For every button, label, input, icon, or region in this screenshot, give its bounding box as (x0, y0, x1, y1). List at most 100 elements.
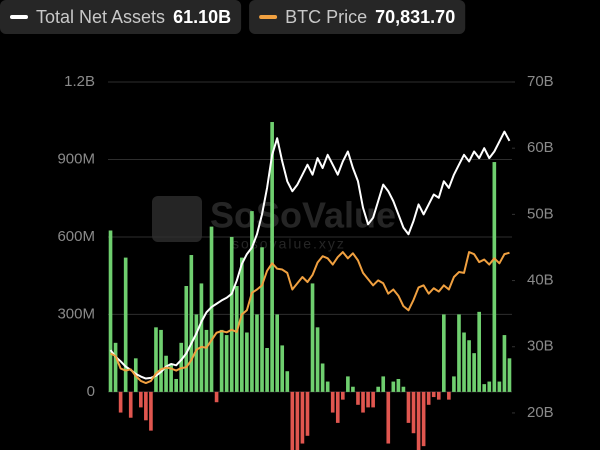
bar (204, 329, 209, 392)
bar (305, 391, 310, 436)
bar (391, 381, 396, 392)
bar (270, 122, 274, 392)
bar (507, 358, 512, 392)
bar (310, 283, 315, 392)
watermark-text: SoSoValue (210, 195, 396, 236)
bar (406, 391, 411, 423)
bar (250, 211, 254, 392)
y2-tick-label: 70B (527, 73, 554, 90)
legend-value: 61.10B (173, 7, 231, 27)
bar (234, 286, 239, 392)
bar (472, 353, 476, 392)
bar (295, 391, 300, 450)
bar (381, 376, 386, 392)
bar (452, 376, 456, 392)
bar (492, 162, 497, 392)
bar (245, 332, 249, 392)
bar (118, 391, 123, 413)
bar (351, 386, 355, 392)
watermark-logo (152, 196, 202, 242)
bar (139, 391, 143, 408)
bar (346, 376, 350, 392)
bar (194, 314, 199, 392)
bar (421, 391, 426, 447)
watermark: SoSoValue sosovalue.xyz (152, 195, 396, 252)
y-tick-label: 600M (57, 228, 95, 245)
bar (290, 391, 295, 450)
bar (416, 391, 421, 450)
watermark-subtext: sosovalue.xyz (232, 236, 346, 252)
bar (240, 257, 244, 392)
line (109, 130, 511, 380)
bar (149, 391, 153, 431)
legend-name: BTC Price (285, 7, 367, 27)
bar (497, 381, 502, 392)
bar (477, 311, 481, 392)
bar (229, 236, 234, 392)
bar (209, 226, 214, 392)
y2-tick-label: 30B (527, 338, 554, 355)
y-tick-label: 0 (87, 383, 95, 400)
line (110, 251, 510, 385)
bar (431, 391, 436, 398)
bar (396, 378, 401, 392)
bar (502, 335, 507, 392)
bar (447, 391, 451, 400)
y2-tick-label: 60B (527, 139, 554, 156)
bar (174, 378, 178, 392)
bar (386, 391, 391, 444)
bar (426, 391, 431, 405)
legend: Total Net Assets 61.10B BTC Price 70,831.70 (0, 0, 466, 34)
legend-name: Total Net Assets (36, 7, 165, 27)
bar (325, 381, 330, 392)
y2-tick-label: 50B (527, 205, 554, 222)
bar (320, 363, 325, 392)
bar (184, 286, 189, 392)
bar (164, 355, 168, 392)
bar (260, 247, 264, 392)
bar (366, 391, 370, 408)
y-tick-label: 300M (57, 305, 95, 322)
bar (128, 391, 133, 418)
bar (219, 329, 224, 392)
bar (113, 342, 118, 392)
bar (108, 230, 113, 392)
bar (275, 314, 279, 392)
bar (442, 314, 446, 392)
bar (224, 335, 229, 392)
bar (401, 386, 406, 392)
bar (169, 363, 173, 392)
bar (159, 329, 163, 392)
bar (436, 391, 441, 400)
bar (487, 381, 492, 392)
y-tick-label: 1.2B (64, 73, 95, 90)
bar (356, 391, 360, 405)
legend-box (249, 0, 466, 34)
legend-value: 70,831.70 (375, 7, 455, 27)
bar (280, 345, 285, 392)
bar (189, 255, 194, 392)
y-tick-label: 900M (57, 150, 95, 167)
bar (144, 391, 148, 421)
bar (371, 391, 375, 408)
bar (457, 314, 461, 392)
bar (315, 327, 320, 392)
bar (214, 391, 219, 403)
bar (199, 283, 204, 392)
bar (265, 347, 269, 392)
bar (123, 257, 128, 392)
bar (341, 391, 345, 400)
bar (330, 391, 335, 413)
bar (462, 332, 466, 392)
bar (482, 384, 487, 392)
bar (376, 386, 380, 392)
bar (467, 340, 471, 392)
y2-tick-label: 40B (527, 272, 554, 289)
bar (154, 327, 158, 392)
bar (285, 371, 290, 392)
bar (361, 391, 365, 413)
bar (335, 391, 340, 423)
y2-tick-label: 20B (527, 404, 554, 421)
